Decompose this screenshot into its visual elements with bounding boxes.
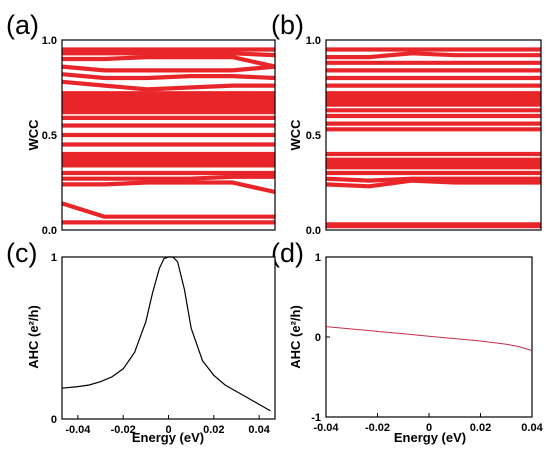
xlabel-d: Energy (eV) — [394, 430, 466, 445]
xtick-c-3: 0.02 — [203, 424, 224, 436]
ytick-d-2: -1 — [311, 412, 321, 424]
ytick-b-top: 1.0 — [306, 35, 321, 47]
ytick-a-top: 1.0 — [42, 35, 57, 47]
ytick-d-1: 0 — [315, 332, 321, 344]
plot-frame-c — [61, 256, 276, 420]
ahc-curve-c — [61, 256, 271, 412]
xtick-d-4: 0.04 — [521, 422, 543, 434]
ytick-a-bottom: 0.0 — [42, 225, 57, 237]
ahc-curve-d — [325, 326, 533, 352]
wcc-bands-a — [61, 47, 276, 225]
plot-frame-d — [325, 256, 533, 418]
ytick-c-0: 1 — [51, 252, 57, 264]
ticks-d: -0.04 -0.02 0 0.02 0.04 1 0 -1 — [311, 252, 543, 434]
wcc-band-a-1 — [62, 51, 276, 58]
wcc-band-a-21 — [62, 174, 275, 181]
panel-label-c: (c) — [6, 238, 37, 268]
ytick-a-mid: 0.5 — [42, 130, 57, 142]
wcc-band-b-20 — [325, 178, 541, 189]
ytick-b-mid: 0.5 — [306, 130, 321, 142]
panel-label-a: (a) — [6, 10, 39, 40]
panel-label-b: (b) — [271, 10, 304, 40]
wcc-bands-b — [325, 47, 541, 229]
wcc-band-b-1 — [326, 51, 541, 60]
ahc-chart-c: -0.04 -0.02 0 0.02 0.04 1 0 Energy (eV) AHC (e… — [26, 252, 276, 445]
xtick-d-3: 0.02 — [470, 422, 491, 434]
xtick-c-0: -0.04 — [65, 424, 91, 436]
wcc-band-a-4 — [61, 72, 276, 81]
wcc-band-a-23 — [61, 201, 275, 219]
wcc-band-a-5 — [61, 79, 275, 92]
xtick-d-2: 0 — [426, 422, 432, 434]
ahc-chart-d: -0.04 -0.02 0 0.02 0.04 1 0 -1 Energy (eV) AHC … — [288, 252, 544, 445]
wcc-band-a-3 — [61, 64, 276, 73]
ylabel-b: WCC — [288, 119, 303, 151]
wcc-chart-b: 1.0 0.5 0.0 WCC — [288, 35, 542, 237]
plot-frame-b — [325, 39, 542, 231]
xtick-d-1: -0.02 — [365, 422, 390, 434]
ylabel-d: AHC (e²/h) — [288, 305, 303, 369]
plot-frame-a — [61, 39, 276, 231]
xtick-c-1: -0.02 — [111, 424, 136, 436]
wcc-chart-a: 1.0 0.5 0.0 WCC — [26, 35, 276, 237]
ylabel-a: WCC — [26, 119, 41, 151]
wcc-band-a-22 — [62, 180, 276, 195]
ytick-d-0: 1 — [315, 252, 321, 264]
ytick-c-1: 0 — [51, 414, 57, 426]
xtick-c-2: 0 — [165, 424, 171, 436]
xtick-c-4: 0.04 — [248, 424, 270, 436]
ylabel-c: AHC (e²/h) — [26, 305, 41, 369]
ytick-b-bottom: 0.0 — [306, 225, 321, 237]
panel-label-d: (d) — [271, 238, 304, 268]
wcc-band-b-19 — [325, 176, 541, 183]
xtick-d-0: -0.04 — [313, 422, 339, 434]
xlabel-c: Energy (eV) — [132, 430, 204, 445]
wcc-band-a-2 — [62, 55, 276, 69]
ticks-c: -0.04 -0.02 0 0.02 0.04 1 0 — [51, 252, 271, 436]
